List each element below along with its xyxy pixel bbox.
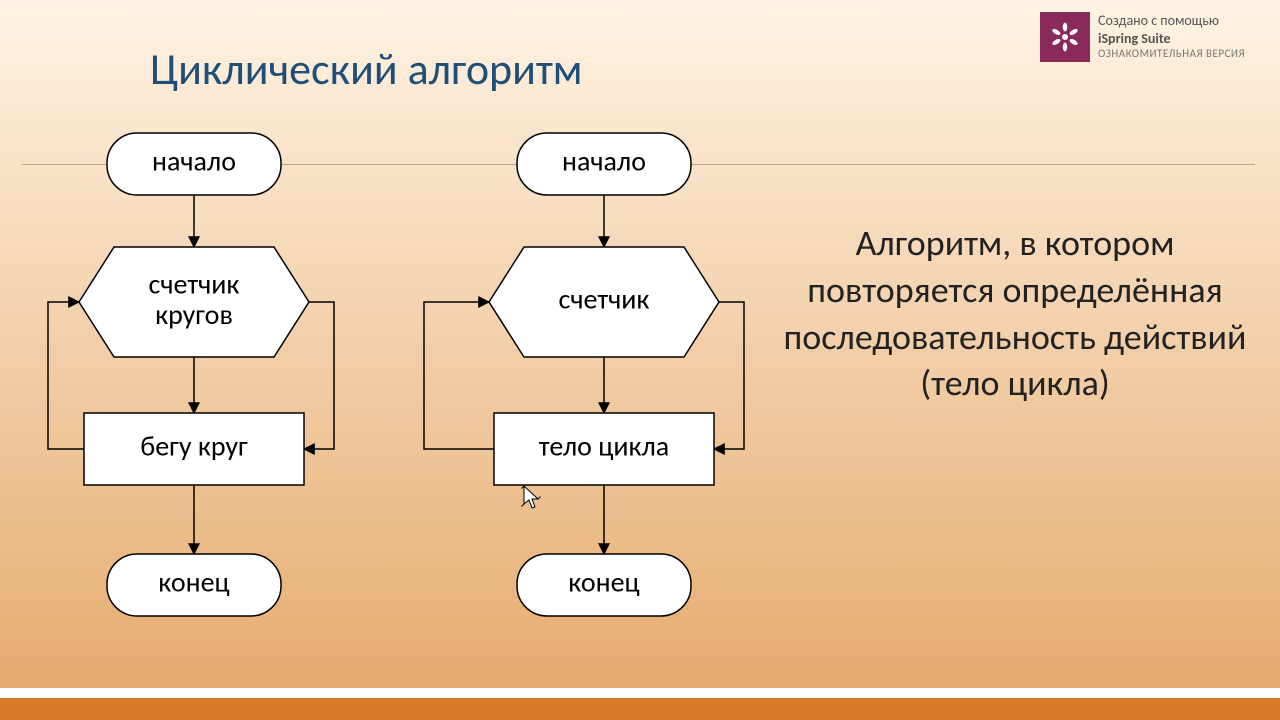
- flow-node-l_end: конец: [107, 554, 281, 616]
- footer-stripe-bottom: [0, 698, 1280, 720]
- flow-edge: [714, 302, 744, 449]
- flow-edge: [48, 302, 84, 449]
- svg-text:счетчик: счетчик: [149, 266, 240, 301]
- ispring-watermark: Создано с помощью iSpring Suite ОЗНАКОМИ…: [1040, 12, 1245, 62]
- flow-node-r_body: тело цикла: [494, 413, 714, 485]
- footer-stripe-top: [0, 688, 1280, 698]
- badge-line3: ОЗНАКОМИТЕЛЬНАЯ ВЕРСИЯ: [1098, 47, 1245, 61]
- slide-stage: Циклический алгоритм Алгоритм, в котором…: [0, 0, 1280, 720]
- ispring-logo-icon: [1040, 12, 1090, 62]
- svg-text:бегу круг: бегу круг: [140, 429, 248, 464]
- ispring-watermark-text: Создано с помощью iSpring Suite ОЗНАКОМИ…: [1090, 12, 1245, 61]
- badge-line2: iSpring Suite: [1098, 30, 1245, 48]
- flow-node-l_start: начало: [107, 133, 281, 195]
- svg-text:конец: конец: [158, 565, 229, 600]
- svg-text:конец: конец: [568, 565, 639, 600]
- svg-text:кругов: кругов: [155, 297, 233, 332]
- flow-node-r_end: конец: [517, 554, 691, 616]
- flow-node-l_cond: счетчиккругов: [79, 247, 309, 357]
- flowcharts: началосчетчиккруговбегу кругконецначалос…: [0, 0, 1280, 720]
- svg-text:счетчик: счетчик: [559, 282, 650, 317]
- mouse-cursor-icon: [521, 485, 543, 513]
- svg-text:начало: начало: [152, 144, 236, 179]
- flow-edge: [424, 302, 494, 449]
- flow-edge: [304, 302, 334, 449]
- flow-node-r_start: начало: [517, 133, 691, 195]
- flow-node-l_body: бегу круг: [84, 413, 304, 485]
- badge-line1: Создано с помощью: [1098, 12, 1245, 30]
- svg-text:начало: начало: [562, 144, 646, 179]
- svg-text:тело цикла: тело цикла: [539, 429, 669, 464]
- flow-node-r_cond: счетчик: [489, 247, 719, 357]
